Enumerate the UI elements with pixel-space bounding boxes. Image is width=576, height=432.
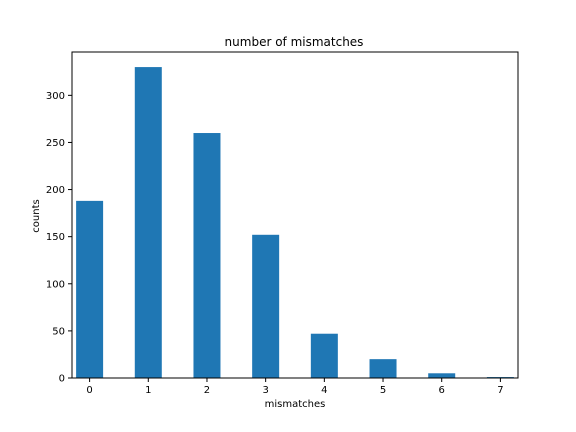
- x-axis-label: mismatches: [265, 399, 326, 410]
- bars-layer: [76, 67, 514, 378]
- x-ticks: 0 1 2 3 4 5 6 7: [86, 378, 504, 396]
- y-tick-label: 50: [52, 326, 65, 337]
- x-tick-label: 7: [497, 385, 503, 396]
- bar-0: [76, 200, 104, 378]
- y-tick-label: 250: [46, 138, 65, 149]
- bar-5: [369, 359, 397, 378]
- bar-3: [252, 234, 280, 378]
- bar-6: [428, 373, 456, 378]
- x-tick-label: 1: [145, 385, 151, 396]
- y-tick-label: 0: [59, 374, 65, 385]
- bar-2: [193, 133, 221, 378]
- bar-4: [310, 333, 338, 378]
- bar-1: [134, 67, 162, 378]
- y-tick-label: 300: [46, 91, 65, 102]
- x-tick-label: 5: [380, 385, 386, 396]
- x-tick-label: 3: [262, 385, 268, 396]
- y-ticks: 0 50 100 150 200 250 300: [46, 91, 72, 385]
- x-tick-label: 4: [321, 385, 327, 396]
- x-tick-label: 2: [204, 385, 210, 396]
- plot-frame: [71, 51, 519, 379]
- y-tick-label: 100: [46, 279, 65, 290]
- x-tick-label: 6: [439, 385, 445, 396]
- y-axis-label: counts: [31, 199, 42, 232]
- x-tick-label: 0: [86, 385, 92, 396]
- chart-title: number of mismatches: [225, 35, 364, 49]
- y-tick-label: 200: [46, 185, 65, 196]
- y-tick-label: 150: [46, 232, 65, 243]
